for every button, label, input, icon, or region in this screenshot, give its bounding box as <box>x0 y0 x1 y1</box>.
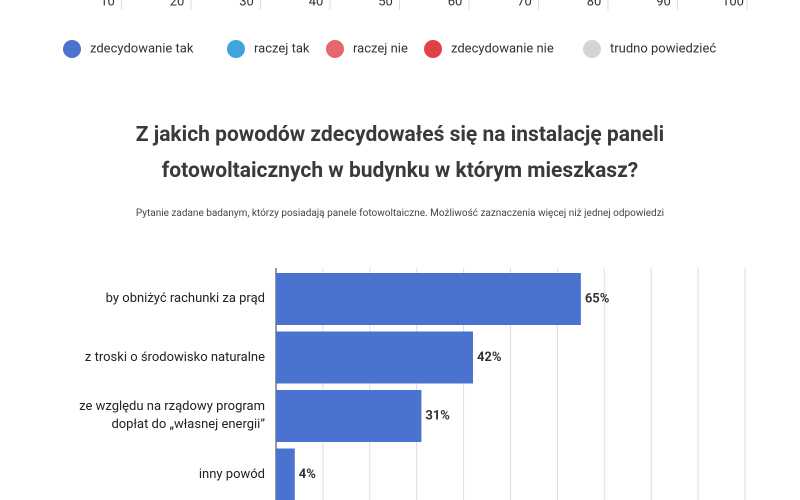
bar <box>276 390 422 442</box>
legend-label: trudno powiedzieć <box>610 41 716 56</box>
x-tick-label: 30 <box>239 0 254 9</box>
chart-title: Z jakich powodów zdecydowałeś się na ins… <box>135 123 665 183</box>
x-tick-label: 80 <box>587 0 602 9</box>
legend-marker <box>63 40 81 58</box>
x-tick-label: 40 <box>309 0 324 9</box>
value-label: 42% <box>477 350 502 365</box>
category-label: by obniżyć rachunki za prąd <box>105 291 265 306</box>
legend-label: raczej nie <box>353 41 408 56</box>
legend-marker <box>424 40 442 58</box>
value-label: 65% <box>585 291 610 306</box>
x-tick-label: 70 <box>517 0 532 9</box>
legend-label: raczej tak <box>254 41 310 56</box>
value-label: 31% <box>425 408 450 423</box>
bar <box>276 273 581 325</box>
x-tick-label: 50 <box>378 0 393 9</box>
legend-label: zdecydowanie tak <box>90 41 194 56</box>
category-label: z troski o środowisko naturalne <box>84 349 265 365</box>
x-tick-label: 20 <box>170 0 185 9</box>
x-tick-label: 10 <box>100 0 115 9</box>
legend-label: zdecydowanie nie <box>451 41 554 56</box>
x-tick-label: 100 <box>722 0 744 9</box>
legend-marker <box>227 40 245 58</box>
chart-subtitle: Pytanie zadane badanym, którzy posiadają… <box>135 208 665 219</box>
category-label: ze względu na rządowy program dopłat do … <box>79 399 265 432</box>
x-tick-label: 90 <box>656 0 671 9</box>
bar <box>276 331 473 384</box>
legend-marker <box>583 40 601 58</box>
category-label: inny powód <box>198 466 265 482</box>
x-tick-label: 60 <box>448 0 463 9</box>
bar <box>276 448 295 500</box>
value-label: 4% <box>299 467 316 482</box>
legend-marker <box>326 40 344 58</box>
